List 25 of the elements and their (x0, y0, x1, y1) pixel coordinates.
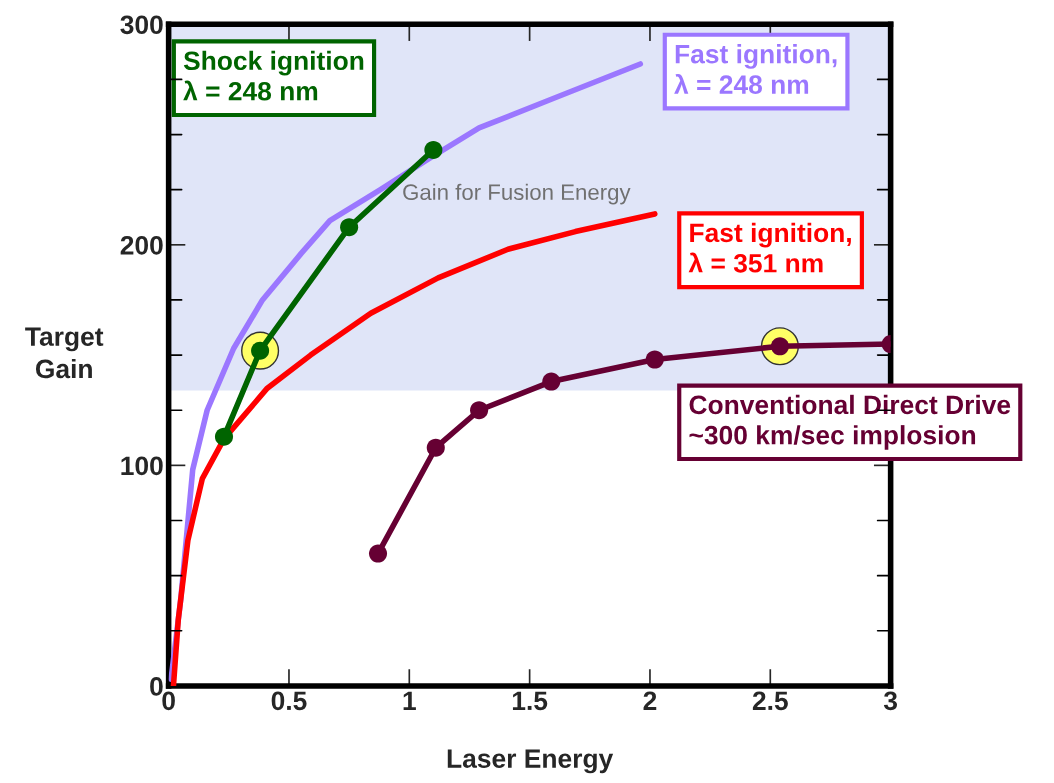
series-label: Fast ignition, λ = 248 nm (674, 44, 837, 94)
point (214, 427, 234, 446)
y-tick-label: 200 (120, 235, 163, 255)
x-tick-label: 0.5 (271, 691, 307, 711)
x-tick-label: 2 (643, 691, 657, 710)
point (542, 372, 561, 391)
x-tick-label: 2.5 (752, 691, 788, 711)
y-axis-title: Target Gain (25, 327, 104, 379)
point (645, 350, 664, 369)
point (340, 218, 359, 237)
text: Shock ignition λ = 248 nm (183, 50, 364, 101)
y-tick-label: 100 (121, 456, 163, 476)
point (426, 438, 445, 457)
x-tick-label: 1.5 (512, 691, 548, 711)
x-tick-label: 3 (883, 691, 898, 711)
series-label: Fast ignition, λ = 351 nm (688, 222, 851, 273)
point (424, 140, 443, 160)
point (470, 401, 489, 420)
y-tick-label: 300 (120, 15, 163, 35)
x-tick-label: 1 (403, 691, 416, 710)
y-tick-label: 0 (150, 677, 163, 696)
series-label: Conventional Direct Drive ~300 km/sec implosion (689, 394, 1011, 450)
point (368, 544, 388, 563)
band-label: Gain for Fusion Energy (403, 183, 631, 205)
x-axis-title: Laser Energy (447, 749, 614, 774)
